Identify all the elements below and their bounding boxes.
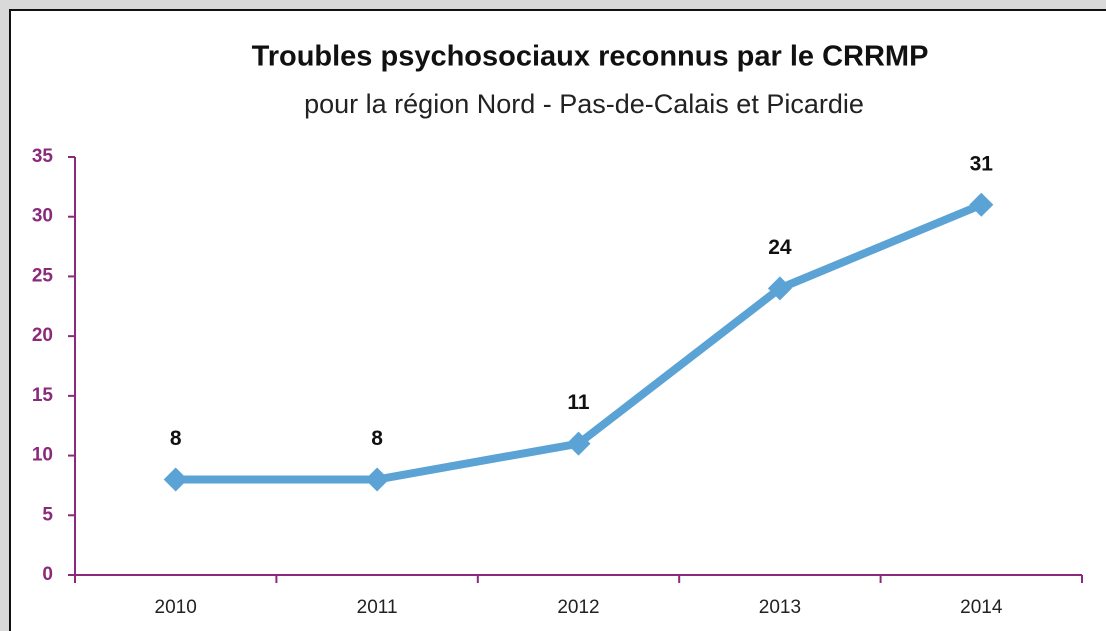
chart-title: Troubles psychosociaux reconnus par le C…	[252, 41, 929, 73]
data-label: 11	[567, 391, 590, 414]
marker	[969, 192, 994, 217]
data-label: 8	[371, 427, 383, 450]
y-tick-label: 35	[32, 146, 54, 167]
marker	[767, 276, 792, 301]
y-tick-label: 10	[32, 445, 53, 466]
data-label: 31	[970, 152, 994, 175]
data-label: 8	[170, 427, 182, 450]
y-tick-label: 30	[32, 206, 53, 227]
x-tick-label: 2012	[557, 597, 599, 618]
data-label: 24	[768, 236, 792, 259]
y-tick-label: 5	[42, 504, 53, 525]
y-tick-label: 20	[32, 325, 53, 346]
marker	[566, 431, 591, 456]
x-tick-label: 2013	[759, 597, 801, 618]
y-tick-label: 0	[42, 564, 53, 585]
chart-subtitle: pour la région Nord - Pas-de-Calais et P…	[304, 89, 864, 119]
chart-frame	[9, 9, 1106, 631]
x-tick-label: 2010	[155, 597, 197, 618]
marker	[163, 467, 188, 492]
y-tick-label: 15	[32, 385, 54, 406]
y-tick-label: 25	[32, 265, 54, 286]
marker	[365, 467, 390, 492]
x-tick-label: 2011	[357, 597, 398, 618]
x-tick-label: 2014	[960, 597, 1003, 618]
